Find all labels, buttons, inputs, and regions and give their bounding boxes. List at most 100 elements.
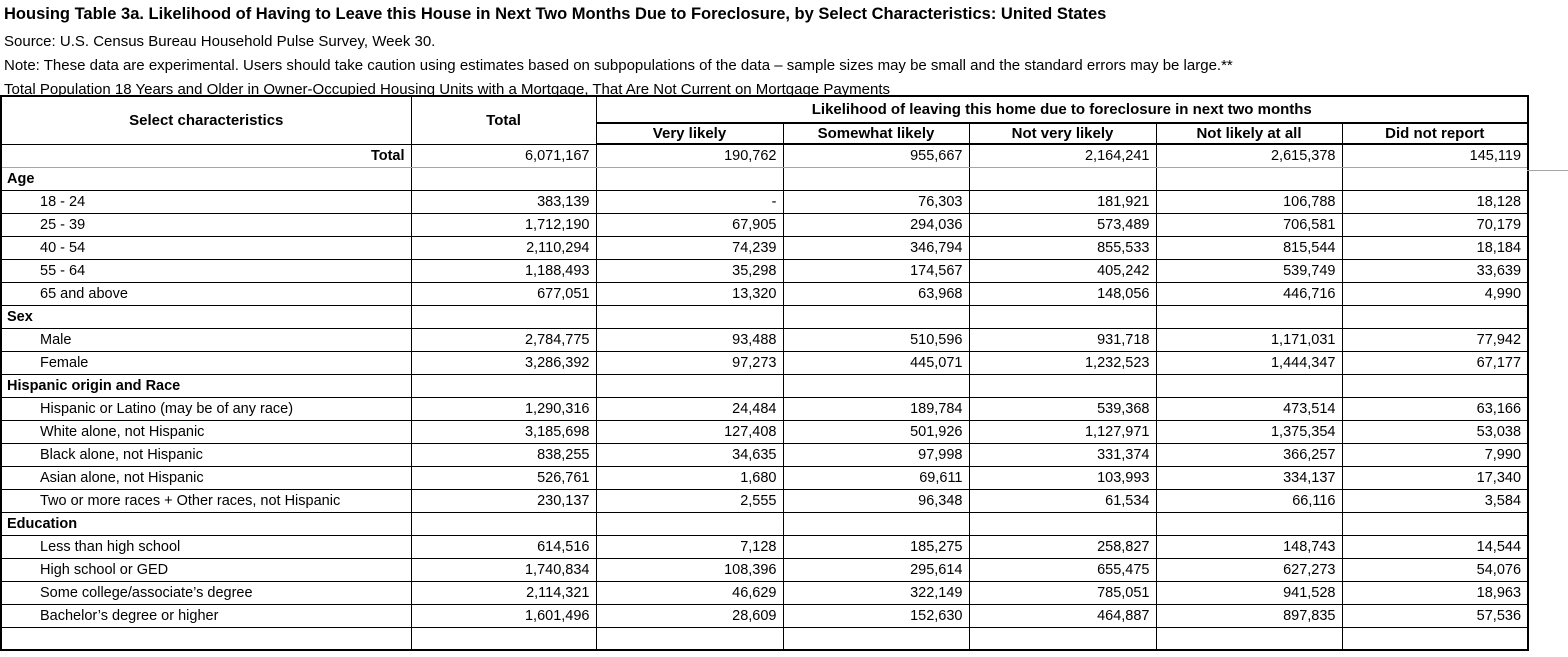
cell-not-likely-at-all: 334,137 [1155,465,1343,490]
header-select-characteristics: Select characteristics [0,95,412,145]
cell-somewhat-likely [782,511,970,536]
cell-not-very-likely: 331,374 [968,442,1157,467]
row-label: 40 - 54 [0,235,412,260]
cell-somewhat-likely: 189,784 [782,396,970,421]
cell-very-likely [595,304,784,329]
cell-not-likely-at-all: 366,257 [1155,442,1343,467]
cell-very-likely: 67,905 [595,212,784,237]
cell-not-likely-at-all: 706,581 [1155,212,1343,237]
cell-total: 2,114,321 [410,580,597,605]
row-label: Some college/associate’s degree [0,580,412,605]
note-line: Note: These data are experimental. Users… [4,57,1233,74]
cell-did-not-report: 18,128 [1341,189,1529,214]
cell-not-likely-at-all: 473,514 [1155,396,1343,421]
cell-not-likely-at-all: 941,528 [1155,580,1343,605]
table-row: Hispanic or Latino (may be of any race) 1… [0,396,1529,421]
cell-very-likely: 13,320 [595,281,784,306]
cell-somewhat-likely [782,166,970,191]
cell-did-not-report: 70,179 [1341,212,1529,237]
cell-not-very-likely: 655,475 [968,557,1157,582]
table-row: 40 - 54 2,110,294 74,239 346,794 855,533 815,… [0,235,1529,260]
cell-very-likely: 74,239 [595,235,784,260]
row-label: 65 and above [0,281,412,306]
title-block: Housing Table 3a. Likelihood of Having t… [0,0,1568,98]
section-row: Age [0,166,1529,191]
cell-total [410,511,597,536]
cell-very-likely: 1,680 [595,465,784,490]
cell-total: 230,137 [410,488,597,513]
cell-not-likely-at-all: 66,116 [1155,488,1343,513]
cell-not-very-likely: 148,056 [968,281,1157,306]
cell-total [410,304,597,329]
table-row: Some college/associate’s degree 2,114,321… [0,580,1529,605]
cell-total: 383,139 [410,189,597,214]
table-row: 55 - 64 1,188,493 35,298 174,567 405,242 539,… [0,258,1529,283]
cell-very-likely [595,166,784,191]
cell-not-very-likely: 931,718 [968,327,1157,352]
cell-very-likely: 108,396 [595,557,784,582]
cell-did-not-report: 54,076 [1341,557,1529,582]
cell-very-likely: - [595,189,784,214]
cell-not-very-likely: 405,242 [968,258,1157,283]
cell-total [410,373,597,398]
table-row: 25 - 39 1,712,190 67,905 294,036 573,489 706,… [0,212,1529,237]
cell-did-not-report: 18,963 [1341,580,1529,605]
header-somewhat-likely: Somewhat likely [782,122,970,145]
header-row-sub: Very likely Somewhat likely Not very lik… [1,122,1529,145]
cell-total: 1,601,496 [410,603,597,628]
cell-very-likely: 97,273 [595,350,784,375]
cell-somewhat-likely: 322,149 [782,580,970,605]
cell-somewhat-likely: 955,667 [782,143,970,168]
cell-very-likely: 190,762 [595,143,784,168]
cell-total [410,626,597,651]
cell-not-likely-at-all [1155,373,1343,398]
row-label: Total [0,143,412,168]
row-label: Age [0,166,412,191]
cell-not-likely-at-all: 1,444,347 [1155,350,1343,375]
table-row: Bachelor’s degree or higher 1,601,496 28,6… [0,603,1529,628]
cell-somewhat-likely: 445,071 [782,350,970,375]
cell-did-not-report: 3,584 [1341,488,1529,513]
cell-very-likely [595,511,784,536]
cell-total: 838,255 [410,442,597,467]
row-label: Bachelor’s degree or higher [0,603,412,628]
table-row: Black alone, not Hispanic 838,255 34,635 97… [0,442,1529,467]
cell-total: 1,188,493 [410,258,597,283]
cell-did-not-report [1341,166,1529,191]
cell-somewhat-likely: 294,036 [782,212,970,237]
cell-not-likely-at-all: 446,716 [1155,281,1343,306]
cell-not-likely-at-all [1155,626,1343,651]
cell-somewhat-likely: 63,968 [782,281,970,306]
page-title: Housing Table 3a. Likelihood of Having t… [4,5,1107,23]
subtitle-line: Total Population 18 Years and Older in O… [4,81,891,98]
cell-very-likely [595,373,784,398]
header-row-group: Select characteristics Total Likelihood … [0,95,1529,145]
cell-did-not-report [1341,626,1529,651]
cell-not-very-likely [968,304,1157,329]
header-not-likely-at-all: Not likely at all [1155,122,1343,145]
cell-total: 2,110,294 [410,235,597,260]
table-row: Less than high school 614,516 7,128 185,275… [0,534,1529,559]
cell-not-very-likely: 2,164,241 [968,143,1157,168]
cell-did-not-report: 33,639 [1341,258,1529,283]
header-very-likely: Very likely [595,122,784,145]
row-label: White alone, not Hispanic [0,419,412,444]
cell-not-likely-at-all: 539,749 [1155,258,1343,283]
cell-very-likely: 93,488 [595,327,784,352]
cell-not-very-likely: 855,533 [968,235,1157,260]
cell-somewhat-likely: 501,926 [782,419,970,444]
cell-total: 6,071,167 [410,143,597,168]
cell-total: 1,740,834 [410,557,597,582]
row-label: Hispanic origin and Race [0,373,412,398]
header-likelihood-group: Likelihood of leaving this home due to f… [595,95,1529,124]
housing-data-table: Select characteristics Total Likelihood … [0,95,1530,651]
cell-did-not-report: 67,177 [1341,350,1529,375]
cell-not-very-likely: 573,489 [968,212,1157,237]
cell-total: 1,712,190 [410,212,597,237]
cell-did-not-report [1341,304,1529,329]
cell-did-not-report [1341,511,1529,536]
row-label: 55 - 64 [0,258,412,283]
cell-very-likely: 35,298 [595,258,784,283]
table-row: High school or GED 1,740,834 108,396 295,61… [0,557,1529,582]
cell-not-likely-at-all: 106,788 [1155,189,1343,214]
